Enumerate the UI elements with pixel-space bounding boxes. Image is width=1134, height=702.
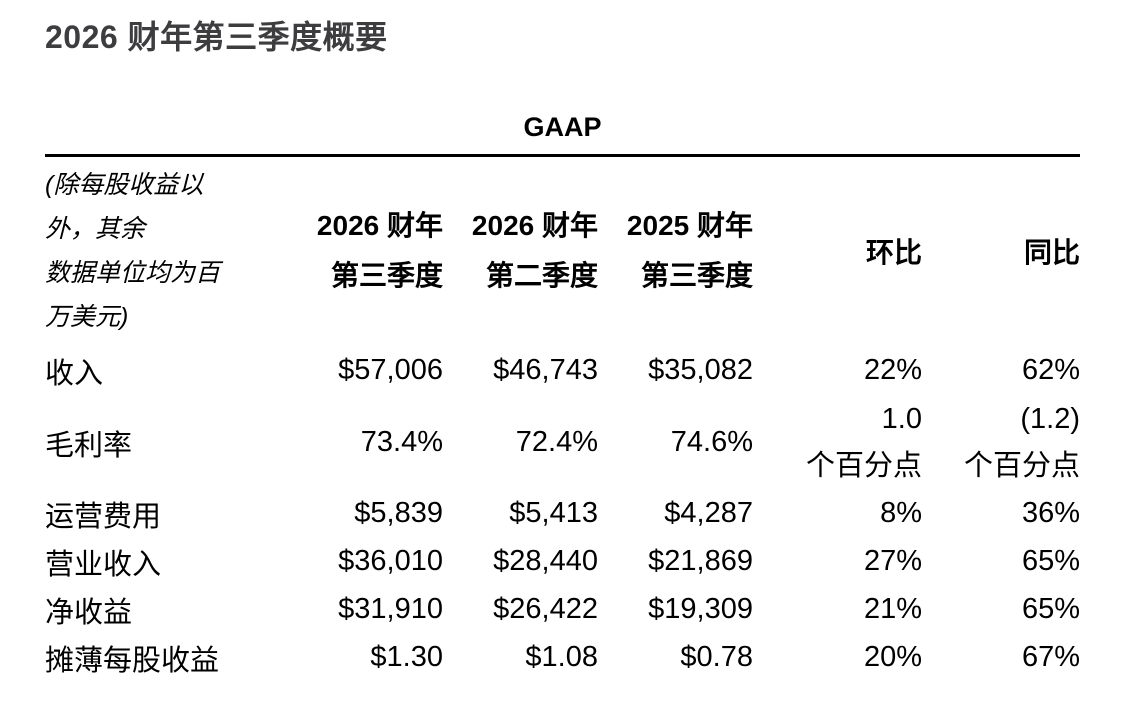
column-header-q2-fy2026: 2026 财年 第二季度 <box>443 156 598 346</box>
gaap-section-header: GAAP <box>523 112 602 142</box>
cell-yoy: 65% <box>1021 593 1080 625</box>
cell-q3-fy2026: $57,006 <box>338 354 443 386</box>
units-note-line: 万美元) <box>45 303 129 332</box>
table-row-gross-margin: 毛利率 73.4% 72.4% 74.6% 1.0 个百分点 (1.2) 个百分… <box>45 396 1080 490</box>
column-header-line: 第二季度 <box>485 260 598 292</box>
units-note-line: (除每股收益以 <box>45 171 204 200</box>
cell-qoq: 21% <box>863 593 922 625</box>
row-label: 摊薄每股收益 <box>45 644 220 677</box>
cell-q3-fy2026: $1.30 <box>370 641 443 673</box>
yoy-points-value: (1.2) <box>1020 402 1080 435</box>
column-header-yoy: 同比 <box>1023 237 1080 269</box>
table-row-operating-expenses: 运营费用 $5,839 $5,413 $4,287 8% 36% <box>45 490 1080 538</box>
column-header-line: 2026 财年 <box>471 210 598 242</box>
column-header-line: 2026 财年 <box>316 210 443 242</box>
cell-qoq: 22% <box>863 354 922 386</box>
table-header-row: (除每股收益以 外，其余 数据单位均为百 万美元) 2026 财年 第三季度 2… <box>45 156 1080 346</box>
qoq-points-unit: 个百分点 <box>805 449 922 482</box>
row-label: 运营费用 <box>45 500 162 533</box>
column-header-qoq: 环比 <box>865 237 922 269</box>
column-header-q3-fy2025: 2025 财年 第三季度 <box>598 156 753 346</box>
cell-qoq: 8% <box>880 497 922 529</box>
cell-yoy: 62% <box>1021 354 1080 386</box>
cell-q2-fy2026: $46,743 <box>493 354 598 386</box>
units-note: (除每股收益以 外，其余 数据单位均为百 万美元) <box>45 156 292 346</box>
cell-yoy: 36% <box>1021 497 1080 529</box>
cell-yoy: (1.2) 个百分点 <box>922 396 1080 490</box>
cell-q3-fy2025: 74.6% <box>670 426 753 458</box>
cell-q2-fy2026: 72.4% <box>515 426 598 458</box>
units-note-line: 数据单位均为百 <box>45 259 221 288</box>
column-header-line: 第三季度 <box>330 260 443 292</box>
cell-q3-fy2025: $4,287 <box>664 497 753 529</box>
table-row-revenue: 收入 $57,006 $46,743 $35,082 22% 62% <box>45 346 1080 396</box>
table-row-diluted-eps: 摊薄每股收益 $1.30 $1.08 $0.78 20% 67% <box>45 634 1080 682</box>
cell-qoq: 20% <box>863 641 922 673</box>
row-label: 毛利率 <box>45 429 133 462</box>
cell-q3-fy2026: $36,010 <box>338 545 443 577</box>
cell-q3-fy2026: $31,910 <box>338 593 443 625</box>
cell-q3-fy2025: $0.78 <box>680 641 753 673</box>
cell-yoy: 65% <box>1021 545 1080 577</box>
cell-yoy: 67% <box>1021 641 1080 673</box>
cell-q3-fy2025: $21,869 <box>648 545 753 577</box>
financial-summary-table: (除每股收益以 外，其余 数据单位均为百 万美元) 2026 财年 第三季度 2… <box>45 154 1080 682</box>
cell-q2-fy2026: $28,440 <box>493 545 598 577</box>
column-header-q3-fy2026: 2026 财年 第三季度 <box>292 156 443 346</box>
cell-q3-fy2026: 73.4% <box>360 426 443 458</box>
row-label: 净收益 <box>45 596 133 629</box>
cell-q2-fy2026: $1.08 <box>525 641 598 673</box>
column-header-line: 2025 财年 <box>626 210 753 242</box>
cell-q3-fy2025: $19,309 <box>648 593 753 625</box>
cell-q3-fy2025: $35,082 <box>648 354 753 386</box>
row-label: 收入 <box>45 357 104 390</box>
qoq-points-value: 1.0 <box>881 402 922 435</box>
units-note-line: 外，其余 <box>45 215 146 244</box>
cell-q3-fy2026: $5,839 <box>354 497 443 529</box>
row-label: 营业收入 <box>45 548 162 581</box>
cell-qoq: 27% <box>863 545 922 577</box>
column-header-line: 第三季度 <box>640 260 753 292</box>
page-title: 2026 财年第三季度概要 <box>45 19 388 55</box>
table-row-net-income: 净收益 $31,910 $26,422 $19,309 21% 65% <box>45 586 1080 634</box>
cell-q2-fy2026: $26,422 <box>493 593 598 625</box>
cell-qoq: 1.0 个百分点 <box>753 396 922 490</box>
table-row-operating-income: 营业收入 $36,010 $28,440 $21,869 27% 65% <box>45 538 1080 586</box>
yoy-points-unit: 个百分点 <box>963 449 1080 482</box>
cell-q2-fy2026: $5,413 <box>509 497 598 529</box>
